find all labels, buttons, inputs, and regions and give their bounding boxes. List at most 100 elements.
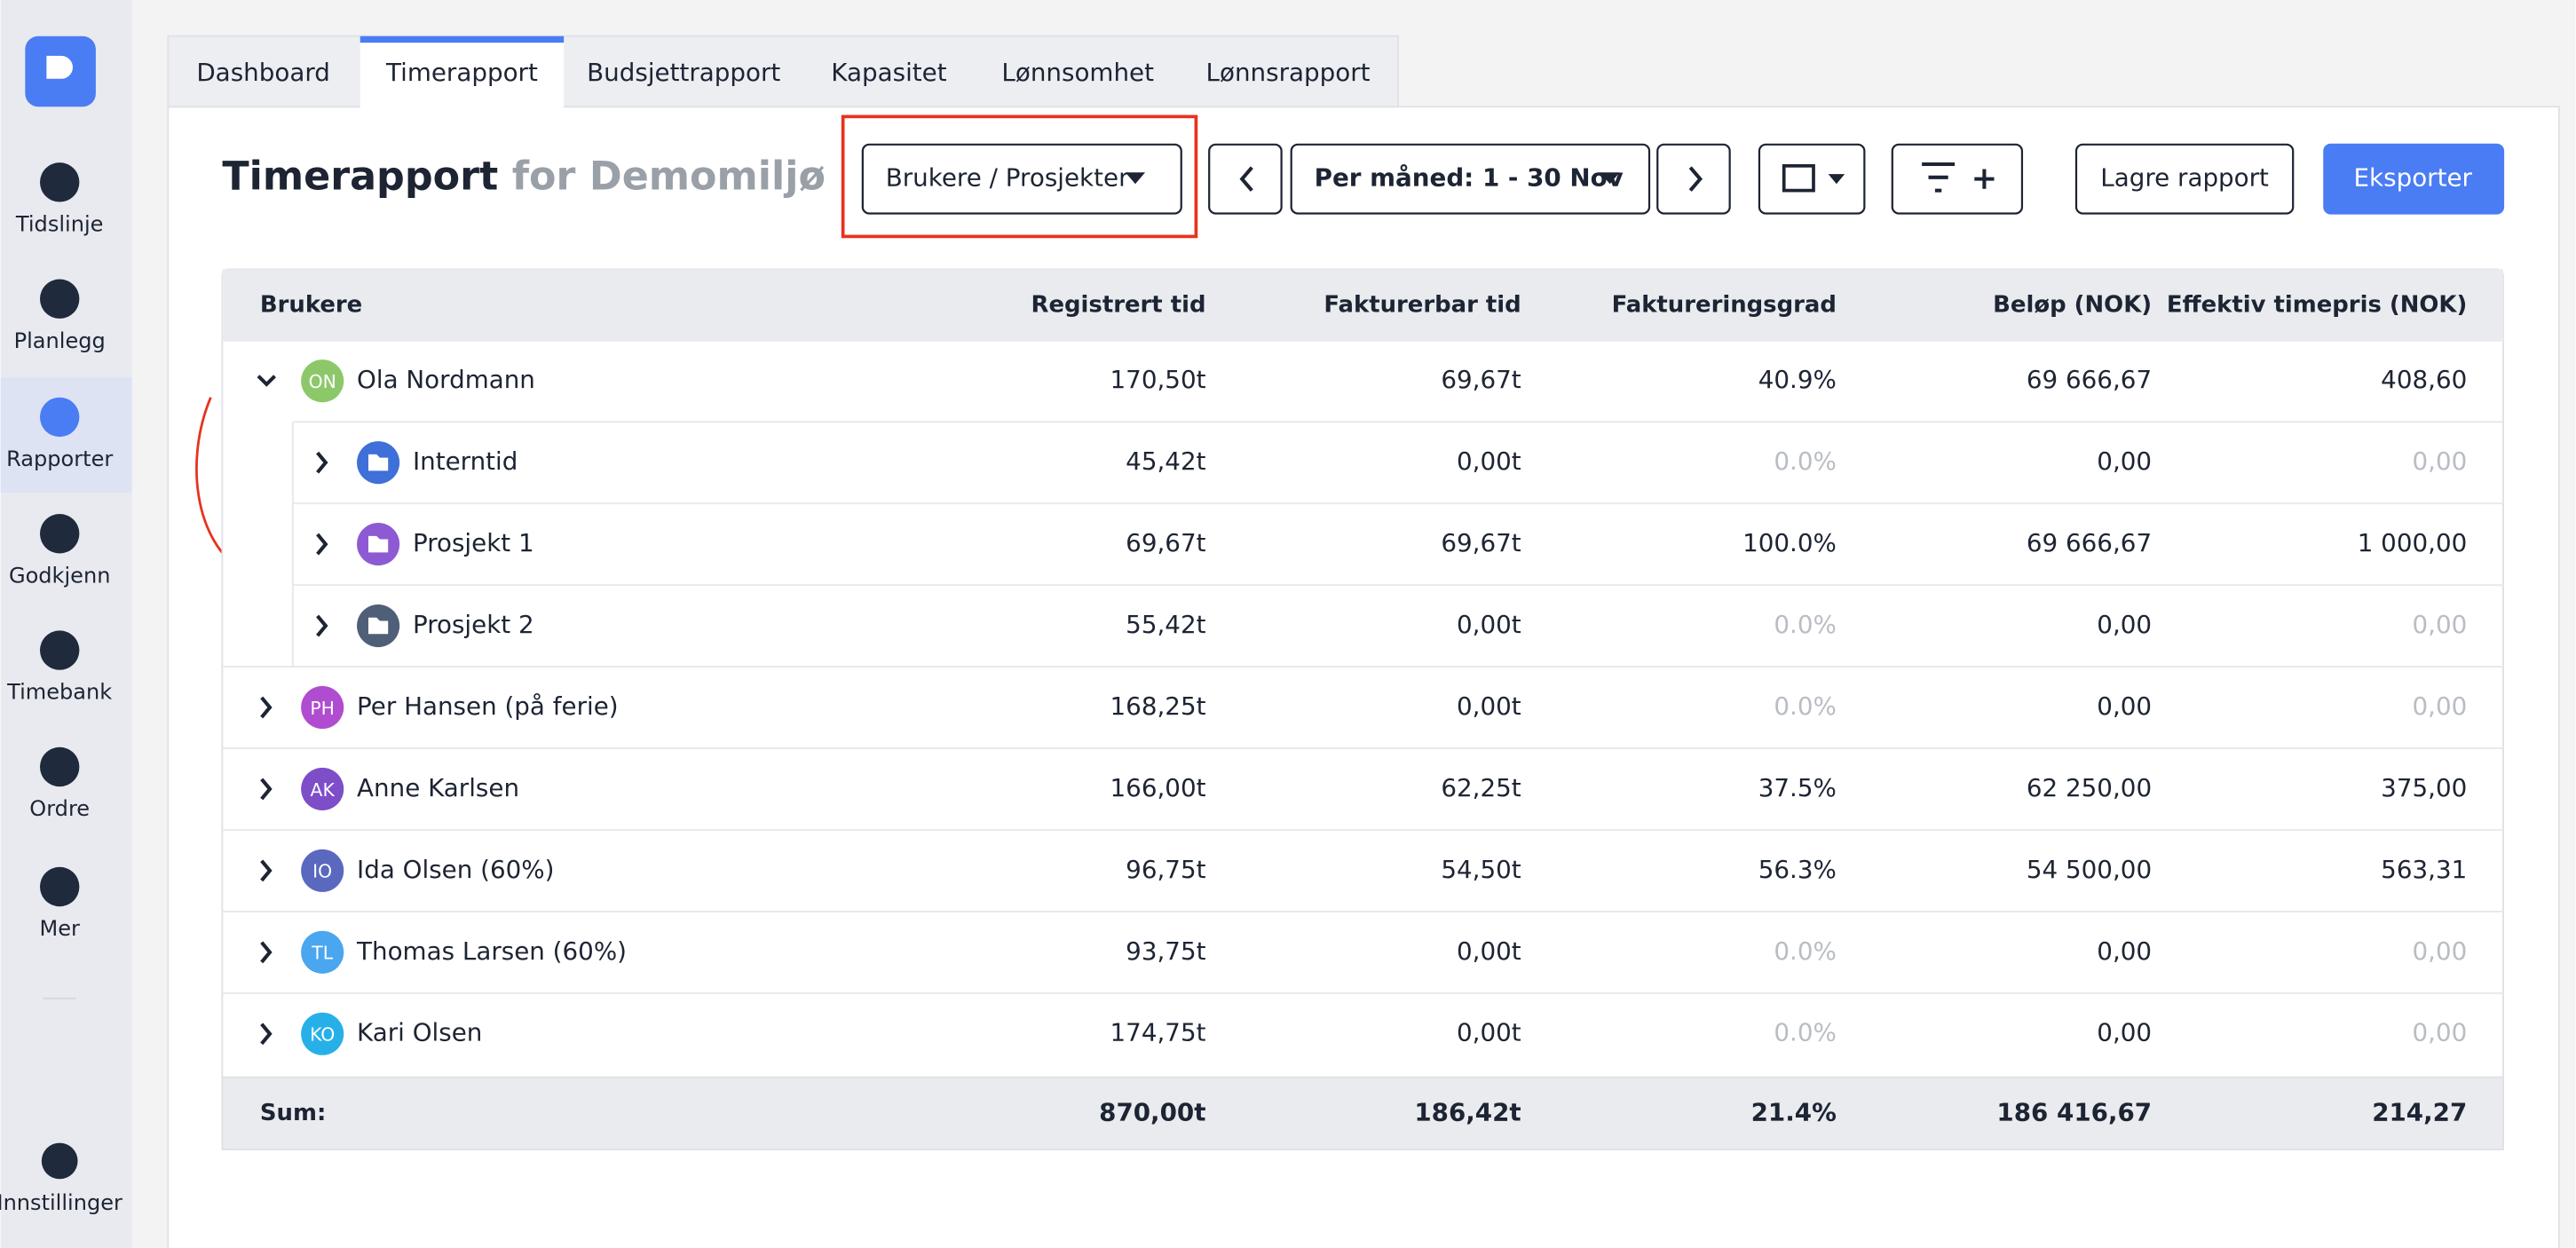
column-header: Brukere: [260, 292, 362, 319]
avatar: [301, 930, 344, 974]
avatar: [301, 685, 344, 730]
logo-mark: [46, 55, 73, 79]
tab[interactable]: Timerapport: [385, 58, 538, 87]
cell: 45,42t: [1126, 446, 1205, 476]
sidebar: [0, 0, 132, 1248]
tab[interactable]: Lønnsrapport: [1206, 58, 1371, 87]
nav-icon[interactable]: [40, 746, 80, 787]
expand-chevron[interactable]: [260, 859, 273, 882]
period-label[interactable]: Per måned: 1 - 30 Nov: [1315, 163, 1624, 193]
nav-label[interactable]: Tidslinje: [15, 211, 104, 236]
nav-icon[interactable]: [40, 514, 80, 554]
cell: 0,00: [2097, 446, 2152, 476]
sum-cell: 870,00t: [1099, 1097, 1205, 1126]
tab[interactable]: Kapasitet: [831, 58, 946, 87]
period-dropdown[interactable]: [1290, 143, 1651, 215]
column-header: Fakturerbar tid: [1324, 292, 1521, 319]
row-name[interactable]: Prosjekt 1: [413, 528, 534, 557]
row-name[interactable]: Kari Olsen: [357, 1018, 482, 1047]
filter-button[interactable]: [1891, 143, 2024, 215]
avatar: [301, 767, 344, 810]
save-button[interactable]: [2074, 143, 2295, 215]
sum-cell: 214,27: [2372, 1097, 2467, 1126]
cell: 0,00: [2413, 610, 2468, 639]
prev-button[interactable]: [1208, 143, 1283, 215]
grouping-dropdown[interactable]: [861, 143, 1182, 215]
expand-chevron[interactable]: [260, 941, 273, 964]
nav-icon[interactable]: [40, 279, 80, 319]
cell: 0,00t: [1457, 610, 1521, 639]
cell: 62 250,00: [2027, 773, 2152, 802]
sum-cell: 21.4%: [1751, 1097, 1837, 1126]
cell: 69,67t: [1441, 365, 1521, 394]
expand-chevron[interactable]: [316, 451, 328, 474]
nav-label[interactable]: Rapporter: [6, 446, 113, 471]
dropdown-label[interactable]: Brukere / Prosjekter: [886, 163, 1129, 193]
cell: 0,00: [2097, 936, 2152, 966]
cell: 37.5%: [1758, 773, 1837, 802]
cell: 0,00: [2413, 936, 2468, 966]
page-title: Timerapport for Demomiljø: [222, 154, 826, 200]
cell: 69,67t: [1126, 528, 1205, 557]
nav-icon[interactable]: [40, 162, 80, 202]
expand-chevron[interactable]: [260, 1023, 273, 1046]
cell: 93,75t: [1126, 936, 1205, 966]
nav-icon[interactable]: [40, 866, 80, 907]
row-name[interactable]: Prosjekt 2: [413, 610, 534, 639]
expand-chevron[interactable]: [316, 614, 328, 637]
nav-label[interactable]: Ordre: [29, 796, 90, 821]
nav-label[interactable]: Mer: [39, 916, 80, 941]
cell: 69 666,67: [2027, 365, 2152, 394]
avatar-initials: IO: [312, 861, 332, 882]
cell: 0.0%: [1774, 691, 1837, 721]
cell: 0,00t: [1457, 1018, 1521, 1047]
cell: 100.0%: [1742, 528, 1837, 557]
export-button[interactable]: [2323, 143, 2505, 215]
cell: 0,00: [2097, 610, 2152, 639]
nav-label[interactable]: Timebank: [6, 680, 112, 705]
nav-label[interactable]: Planlegg: [14, 328, 106, 353]
tab[interactable]: Dashboard: [196, 58, 330, 87]
highlight-box: [841, 115, 1198, 239]
active-tab-indicator: [360, 36, 565, 43]
row-name[interactable]: Anne Karlsen: [357, 773, 519, 802]
nav-label[interactable]: Godkjenn: [9, 563, 111, 588]
cell: 0.0%: [1774, 936, 1837, 966]
subtitle: for Demomiljø: [512, 154, 826, 200]
expand-chevron[interactable]: [260, 778, 273, 801]
row-name[interactable]: Interntid: [413, 446, 518, 476]
nav-icon[interactable]: [40, 630, 80, 670]
cell: 0.0%: [1774, 610, 1837, 639]
filter-icon: [1922, 162, 1995, 193]
settings-icon[interactable]: [41, 1142, 78, 1180]
cell: 40.9%: [1758, 365, 1837, 394]
next-button[interactable]: [1656, 143, 1731, 215]
save-label[interactable]: Lagre rapport: [2100, 163, 2269, 193]
expand-chevron[interactable]: [257, 375, 276, 387]
nav-label[interactable]: Innstillinger: [0, 1190, 122, 1215]
caret: [1600, 172, 1620, 185]
cell: 54 500,00: [2027, 855, 2152, 884]
cell: 1 000,00: [2358, 528, 2468, 557]
row-name[interactable]: Per Hansen (på ferie): [357, 691, 619, 721]
row-name[interactable]: Ida Olsen (60%): [357, 855, 554, 884]
expand-chevron[interactable]: [316, 533, 328, 556]
nav-icon[interactable]: [40, 397, 80, 438]
avatar: [301, 1012, 344, 1055]
cell: 563,31: [2381, 855, 2467, 884]
export-label[interactable]: Eksporter: [2354, 163, 2473, 193]
table-header: [222, 269, 2503, 342]
tab[interactable]: Lønnsomhet: [1001, 58, 1154, 87]
avatar: [301, 849, 344, 892]
cell: 69 666,67: [2027, 528, 2152, 557]
cell: 55,42t: [1126, 610, 1205, 639]
avatar-initials: AK: [311, 779, 336, 801]
tab[interactable]: Budsjettrapport: [587, 58, 780, 87]
expand-chevron[interactable]: [260, 696, 273, 719]
row-name[interactable]: Thomas Larsen (60%): [356, 936, 627, 966]
folder-icon: [368, 617, 389, 635]
cell: 0,00: [2097, 1018, 2152, 1047]
row-name[interactable]: Ola Nordmann: [357, 365, 535, 394]
avatar-initials: TL: [311, 943, 333, 964]
